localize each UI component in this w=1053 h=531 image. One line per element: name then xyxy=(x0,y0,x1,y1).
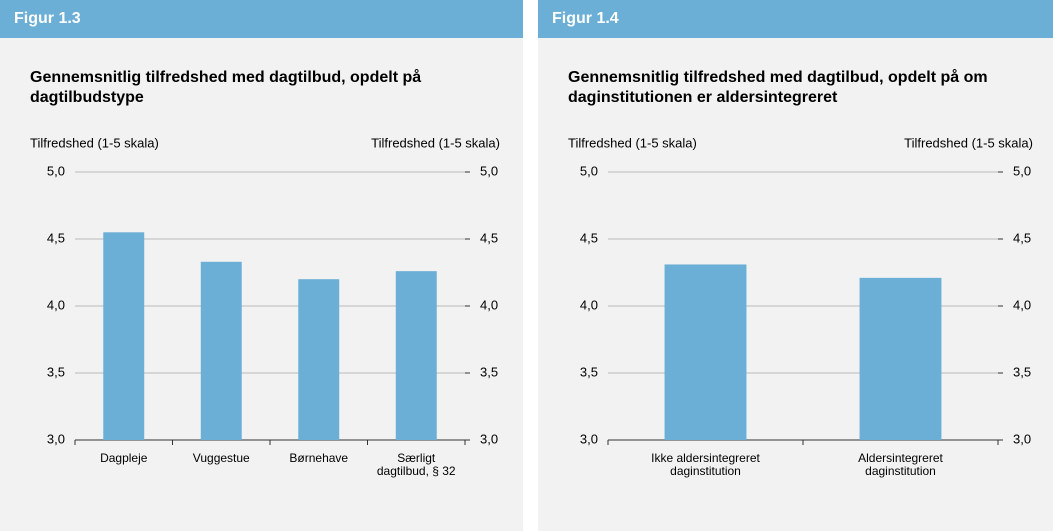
chart-title: Gennemsnitlig tilfredshed med dagtilbud,… xyxy=(568,69,988,106)
x-tick-label: Dagpleje xyxy=(100,451,148,465)
panel-header: Figur 1.4 xyxy=(538,0,1053,38)
x-tick-label: Ikke aldersintegreret daginstitution xyxy=(651,451,760,478)
y-tick-label: 4,5 xyxy=(47,230,65,245)
bar xyxy=(859,277,942,440)
y2-axis-label: Tilfredshed (1-5 skala) xyxy=(904,135,1033,150)
x-tick-label: Aldersintegreret daginstitution xyxy=(858,451,943,478)
y2-axis-label: Tilfredshed (1-5 skala) xyxy=(371,135,500,150)
bar xyxy=(103,232,145,440)
y-axis-label: Tilfredshed (1-5 skala) xyxy=(30,135,159,150)
y2-tick-label: 4,0 xyxy=(1013,297,1031,312)
panel: Figur 1.4 Gennemsnitlig tilfredshed med d… xyxy=(538,0,1053,531)
y-tick-label: 4,5 xyxy=(580,230,598,245)
panel: Figur 1.3 Gennemsnitlig tilfredshed med d… xyxy=(0,0,523,531)
y-axis-label: Tilfredshed (1-5 skala) xyxy=(568,135,697,150)
y-tick-label: 5,0 xyxy=(47,163,65,178)
y-tick-label: 3,5 xyxy=(47,364,65,379)
bar xyxy=(664,264,747,440)
bar xyxy=(200,261,242,440)
bar xyxy=(395,271,437,440)
x-tick-label: Særligt dagtilbud, § 32 xyxy=(376,451,456,478)
y-tick-label: 3,0 xyxy=(580,431,598,446)
y2-tick-label: 3,0 xyxy=(480,431,498,446)
y2-tick-label: 5,0 xyxy=(1013,163,1031,178)
y2-tick-label: 5,0 xyxy=(480,163,498,178)
panel-header: Figur 1.3 xyxy=(0,0,523,38)
y2-tick-label: 4,0 xyxy=(480,297,498,312)
y-tick-label: 3,5 xyxy=(580,364,598,379)
y2-tick-label: 3,5 xyxy=(1013,364,1031,379)
y2-tick-label: 3,5 xyxy=(480,364,498,379)
chart: Tilfredshed (1-5 skala) Tilfredshed (1-5 … xyxy=(30,135,500,446)
x-tick-label: Vuggestue xyxy=(192,451,250,465)
y2-tick-label: 4,5 xyxy=(480,230,498,245)
bar xyxy=(298,279,340,440)
chart: Tilfredshed (1-5 skala) Tilfredshed (1-5 … xyxy=(568,135,1033,446)
chart-title: Gennemsnitlig tilfredshed med dagtilbud,… xyxy=(30,69,422,106)
y2-tick-label: 3,0 xyxy=(1013,431,1031,446)
y-tick-label: 4,0 xyxy=(47,297,65,312)
y-tick-label: 3,0 xyxy=(47,431,65,446)
y-tick-label: 4,0 xyxy=(580,297,598,312)
y2-tick-label: 4,5 xyxy=(1013,230,1031,245)
x-tick-label: Børnehave xyxy=(289,451,349,465)
y-tick-label: 5,0 xyxy=(580,163,598,178)
